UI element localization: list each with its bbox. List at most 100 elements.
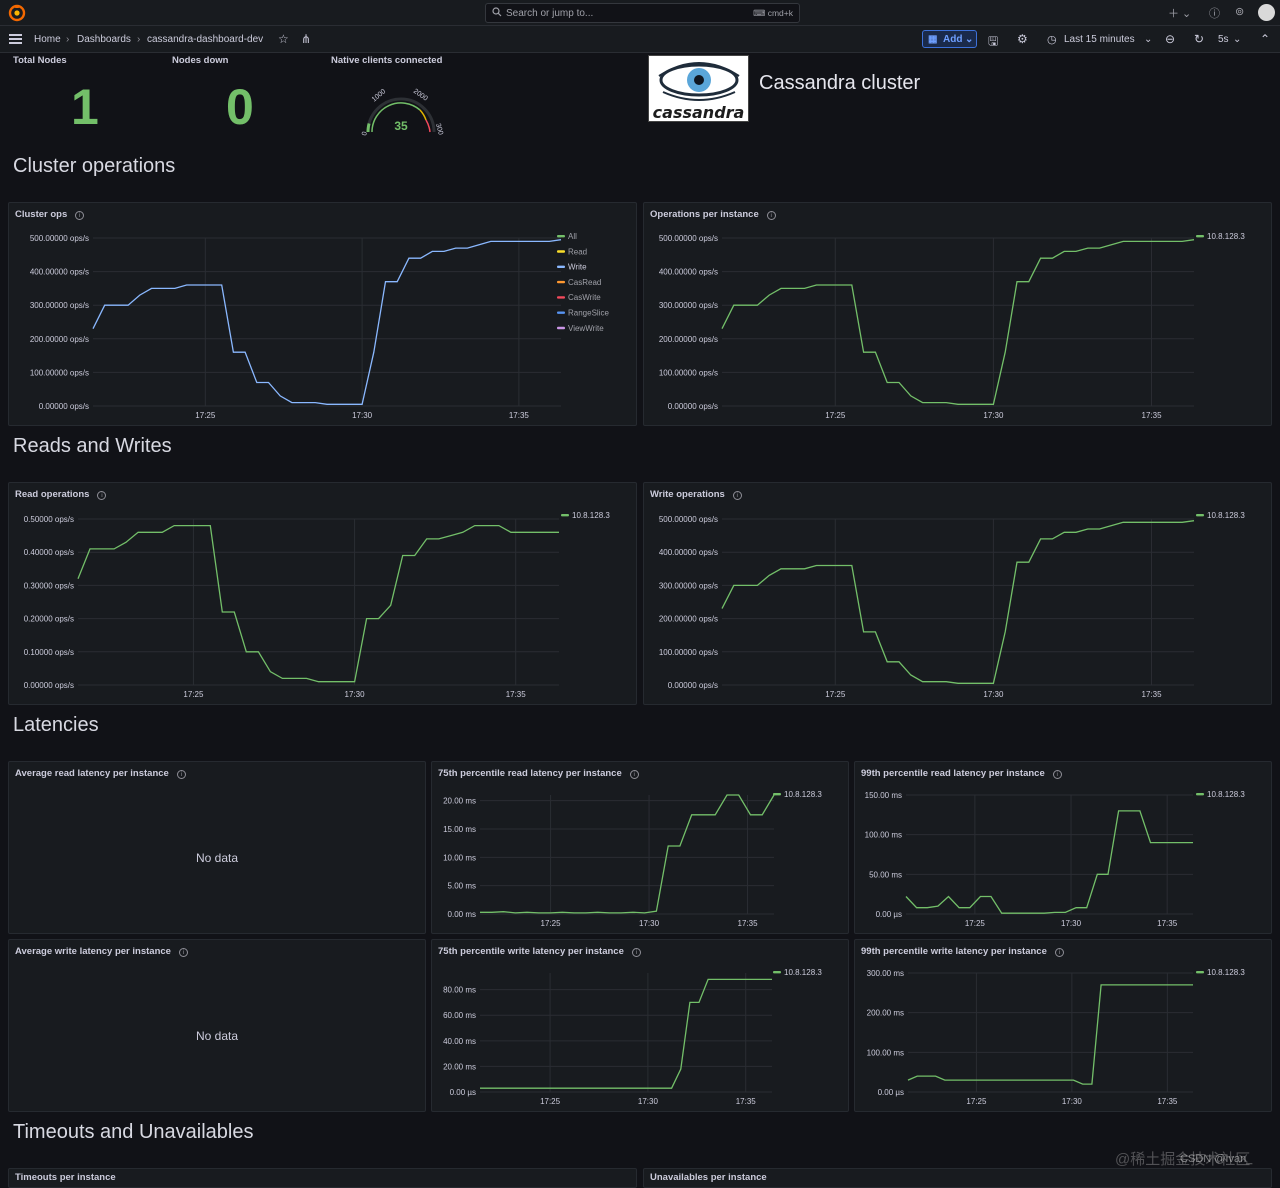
info-icon[interactable]: i	[1054, 948, 1064, 957]
top-bar: Search or jump to... ⌨ cmd+k ＋ ⌄ ⓘ ⊚	[0, 0, 1280, 26]
y-tick-label: 200.00000 ops/s	[659, 615, 718, 624]
legend-item[interactable]: 10.8.128.3	[1207, 968, 1245, 977]
panel-ops-per-instance[interactable]: Operations per instance i 0.00000 ops/s 100…	[643, 202, 1272, 426]
info-icon[interactable]: i	[178, 948, 188, 957]
info-icon[interactable]: i	[75, 211, 85, 220]
y-tick-label: 40.00 ms	[443, 1037, 476, 1046]
save-icon[interactable]: 🖫	[988, 34, 999, 48]
x-tick-label: 17:30	[345, 690, 366, 699]
panel-avg-read-latency[interactable]: Average read latency per instance i No da…	[8, 761, 426, 934]
info-icon[interactable]: i	[176, 770, 186, 779]
legend-item[interactable]: 10.8.128.3	[1207, 790, 1245, 799]
search-input[interactable]: Search or jump to... ⌨ cmd+k	[485, 3, 800, 23]
legend-item[interactable]: 10.8.128.3	[572, 511, 610, 520]
x-tick-label: 17:25	[540, 1097, 561, 1106]
row-cluster-operations[interactable]: Cluster operations	[13, 155, 176, 177]
legend-swatch	[557, 326, 565, 330]
grafana-logo-icon[interactable]	[8, 4, 26, 22]
row-latencies[interactable]: Latencies	[13, 714, 99, 736]
y-tick-label: 100.00000 ops/s	[659, 368, 718, 377]
legend-swatch	[773, 971, 781, 974]
watermark-csdn: CSDN @Ivan_	[1180, 1153, 1253, 1165]
legend-swatch	[557, 311, 565, 314]
panel-title: Unavailables per instance	[650, 1172, 767, 1183]
legend-item[interactable]: 10.8.128.3	[1207, 511, 1245, 520]
row-reads-writes[interactable]: Reads and Writes	[13, 435, 172, 457]
chart-canvas: 0.00000 ops/s 0.10000 ops/s 0.20000 ops/s 0…	[24, 511, 611, 699]
legend-item[interactable]: Write	[568, 263, 587, 272]
row-timeouts[interactable]: Timeouts and Unavailables	[13, 1121, 254, 1143]
zoom-out-icon[interactable]: ⊖	[1165, 32, 1176, 46]
y-tick-label: 500.00000 ops/s	[30, 234, 89, 243]
help-icon[interactable]: ⓘ	[1209, 8, 1220, 20]
y-tick-label: 20.00 ms	[443, 1062, 476, 1071]
x-tick-label: 17:30	[983, 690, 1004, 699]
legend-item[interactable]: ViewWrite	[568, 324, 604, 333]
info-icon[interactable]: i	[631, 948, 641, 957]
legend-item[interactable]: CasRead	[568, 278, 601, 287]
legend-swatch	[773, 793, 781, 796]
x-tick-label: 17:25	[966, 1097, 987, 1106]
info-icon[interactable]: i	[629, 770, 639, 779]
panel-p99-write-latency[interactable]: 99th percentile write latency per instan…	[854, 939, 1272, 1112]
panel-avg-write-latency[interactable]: Average write latency per instance i No d…	[8, 939, 426, 1112]
legend-item[interactable]: 10.8.128.3	[784, 790, 822, 799]
star-icon[interactable]: ☆	[278, 32, 289, 46]
x-tick-label: 17:35	[736, 1097, 757, 1106]
x-tick-label: 17:25	[825, 690, 846, 699]
legend-swatch	[561, 514, 569, 517]
collapse-icon[interactable]: ⌃	[1260, 32, 1271, 46]
panel-p75-write-latency[interactable]: 75th percentile write latency per instan…	[431, 939, 849, 1112]
y-tick-label: 0.00 µs	[876, 910, 902, 919]
panel-title: Write operations i	[650, 489, 742, 500]
panel-p75-read-latency[interactable]: 75th percentile read latency per instanc…	[431, 761, 849, 934]
chevron-down-icon[interactable]: ⌄	[1144, 34, 1153, 45]
legend-item[interactable]: RangeSlice	[568, 309, 609, 318]
legend-item[interactable]: All	[568, 232, 577, 241]
panel-write-operations[interactable]: Write operations i 0.00000 ops/s 100.00000 …	[643, 482, 1272, 705]
panel-cluster-ops[interactable]: Cluster ops i 0.00000 ops/s 100.00000 ops/s…	[8, 202, 637, 426]
x-tick-label: 17:35	[1157, 1097, 1178, 1106]
legend-swatch	[1196, 971, 1204, 974]
legend-item[interactable]: CasWrite	[568, 293, 601, 302]
panel-title: Operations per instance i	[650, 209, 776, 220]
share-icon[interactable]: ⋔	[301, 32, 312, 46]
legend-item[interactable]: 10.8.128.3	[1207, 232, 1245, 241]
panel-unavailables[interactable]: Unavailables per instance	[643, 1168, 1272, 1188]
chevron-down-icon[interactable]: ⌄	[1233, 34, 1242, 45]
news-rss-icon[interactable]: ⊚	[1235, 6, 1245, 18]
avatar[interactable]	[1258, 4, 1275, 21]
chart-canvas: 0.00 µs 50.00 ms 100.00 ms 150.00 ms 17:25 17…	[865, 790, 1246, 928]
panel-read-operations[interactable]: Read operations i 0.00000 ops/s 0.10000 ops…	[8, 482, 637, 705]
breadcrumb-home[interactable]: Home	[34, 34, 61, 45]
x-tick-label: 17:35	[1142, 411, 1163, 420]
info-icon[interactable]: i	[766, 211, 776, 220]
no-data-text: No data	[195, 1029, 239, 1043]
refresh-icon[interactable]: ↻	[1194, 32, 1205, 46]
y-tick-label: 0.00000 ops/s	[668, 402, 718, 411]
info-icon[interactable]: i	[732, 491, 742, 500]
add-button[interactable]: ▦ Add ⌄	[922, 30, 977, 48]
gauge-value: 35	[394, 119, 408, 133]
panel-title-text: 75th percentile write latency per instan…	[438, 946, 624, 957]
gear-icon[interactable]: ⚙	[1017, 32, 1028, 46]
breadcrumb-dashboards[interactable]: Dashboards	[77, 34, 131, 45]
chart-canvas: 0.00000 ops/s 100.00000 ops/s 200.00000 op…	[30, 232, 610, 420]
info-icon[interactable]: i	[97, 491, 107, 500]
panel-timeouts[interactable]: Timeouts per instance	[8, 1168, 637, 1188]
time-range-picker[interactable]: Last 15 minutes	[1064, 34, 1135, 45]
clients-gauge: 35 0 1000 2000 300	[361, 88, 444, 137]
panel-title-text: Average read latency per instance	[15, 768, 169, 779]
x-tick-label: 17:30	[1062, 1097, 1083, 1106]
menu-icon[interactable]	[9, 34, 22, 44]
info-icon[interactable]: i	[1052, 770, 1062, 779]
y-tick-label: 300.00000 ops/s	[659, 301, 718, 310]
x-tick-label: 17:35	[1142, 690, 1163, 699]
new-plus-icon[interactable]: ＋ ⌄	[1168, 8, 1192, 20]
panel-title: Average read latency per instance i	[15, 768, 186, 779]
refresh-interval[interactable]: 5s	[1218, 34, 1229, 45]
legend-item[interactable]: 10.8.128.3	[784, 968, 822, 977]
panel-p99-read-latency[interactable]: 99th percentile read latency per instanc…	[854, 761, 1272, 934]
legend-swatch	[1196, 793, 1204, 796]
legend-item[interactable]: Read	[568, 247, 587, 256]
